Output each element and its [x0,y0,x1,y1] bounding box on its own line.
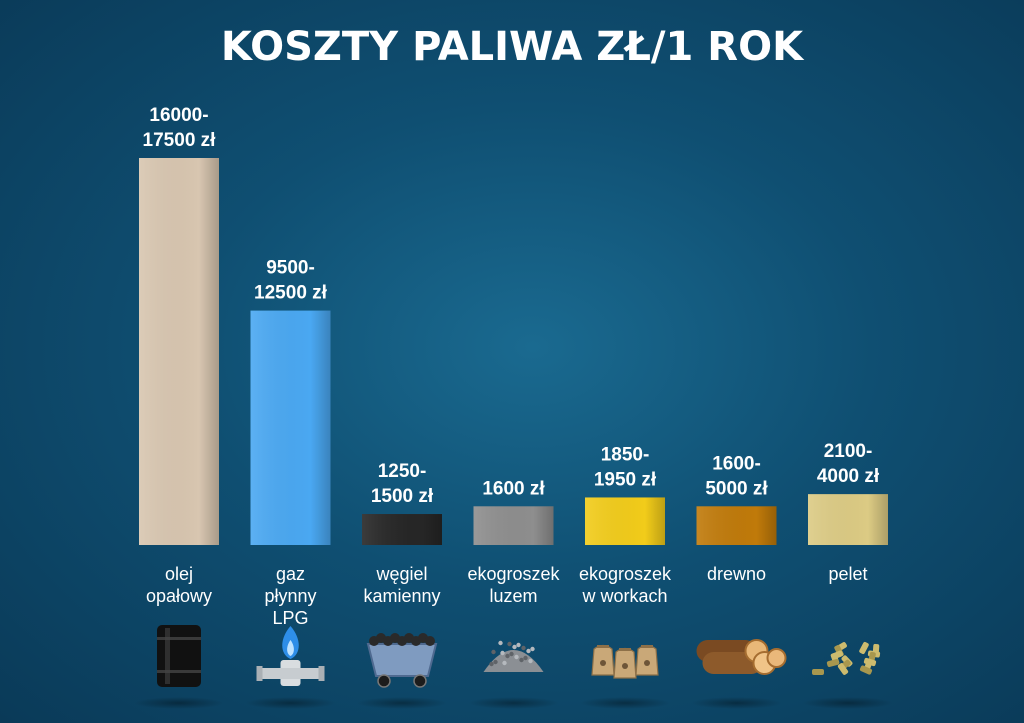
coal-cart-icon [366,633,438,688]
value-label: 1600- [712,453,761,474]
value-label: 1850- [601,444,650,465]
category-label: kamienny [363,586,440,606]
category-label: gaz [276,564,305,584]
icon-shadow [134,697,224,709]
icon-shadow [245,697,336,709]
category-label: drewno [707,564,766,584]
pellets-icon [812,641,881,675]
icons-group [134,625,893,709]
value-label: 1950 zł [594,469,657,490]
category-label: ekogroszek [467,564,560,584]
value-label: 16000- [149,105,208,126]
category-label: olej [165,564,193,584]
category-label: opałowy [146,586,212,606]
value-label: 12500 zł [254,283,328,304]
category-label: luzem [489,586,537,606]
icon-shadow [691,697,782,709]
value-label: 1500 zł [371,486,434,507]
icon-shadow [803,697,893,709]
category-label: w workach [581,586,667,606]
firewood-logs-icon [696,639,787,675]
value-label: 1600 zł [482,478,545,499]
bar-shade [139,158,219,545]
pea-coal-pile-icon [483,640,544,672]
gas-burner-icon [256,626,325,686]
chart-title: KOSZTY PALIWA ZŁ/1 ROK [221,24,805,70]
category-label: pelet [828,564,867,584]
bar-shade [808,494,888,545]
bar-shade [585,497,665,545]
bar-shade [362,514,442,545]
icon-shadow [468,697,559,709]
value-labels-group: 16000- 17500 zł 9500- 12500 zł 1250- 1500 zł 1… [143,105,880,507]
bar-shade [473,506,554,545]
value-label: 17500 zł [143,130,217,151]
icon-shadow [580,697,670,709]
value-label: 5000 zł [705,478,768,499]
value-label: 1250- [378,461,427,482]
bar-shade [696,506,777,545]
category-label: płynny [264,586,316,606]
bars-group [139,158,888,545]
value-label: 2100- [824,441,873,462]
category-label: węgiel [375,564,427,584]
sacks-icon [591,644,659,679]
oil-barrel-icon [157,625,201,687]
icon-shadow [357,697,447,709]
category-label: ekogroszek [579,564,672,584]
category-label: LPG [272,608,308,628]
bar-shade [250,310,331,545]
value-label: 4000 zł [817,466,880,487]
value-label: 9500- [266,258,315,279]
